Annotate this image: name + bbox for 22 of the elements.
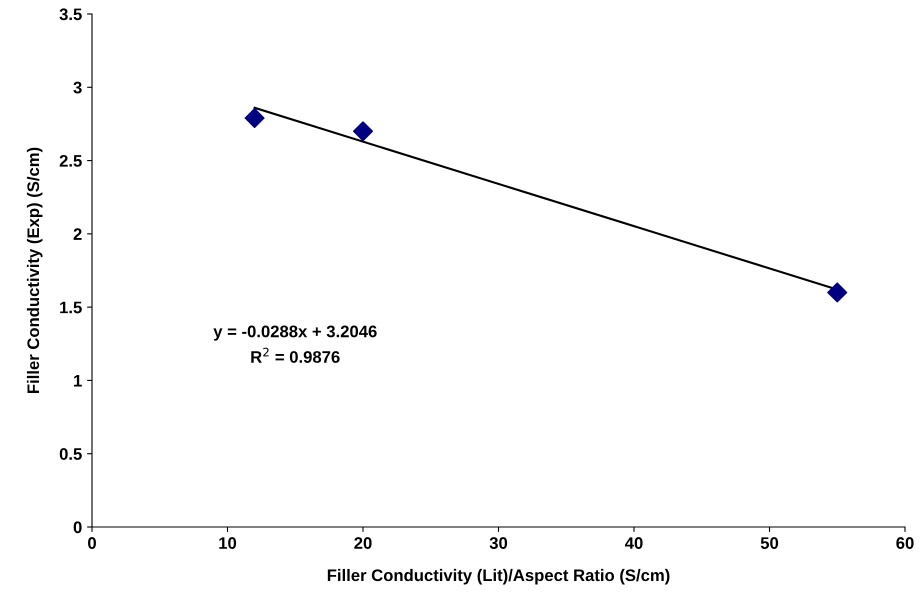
y-tick-label: 3.5 xyxy=(59,8,82,20)
x-tick-label: 30 xyxy=(490,537,508,549)
annotation: y = -0.0288x + 3.2046 xyxy=(213,326,377,341)
x-axis-title: Filler Conductivity (Lit)/Aspect Ratio (S/cm) xyxy=(328,568,670,584)
x-tick-label: 40 xyxy=(624,537,643,549)
x-tick-label: 60 xyxy=(896,537,914,549)
x-tick-label: 0 xyxy=(88,537,96,549)
y-tick-label: 3 xyxy=(73,82,82,94)
y-axis-title: Filler Conductivity (Exp) (S/cm) xyxy=(26,148,42,394)
x-tick-label: 50 xyxy=(760,537,778,549)
y-tick-label: 2.5 xyxy=(60,154,82,167)
y-tick-label: 1.5 xyxy=(60,302,82,314)
y-tick-label: 2 xyxy=(74,228,82,240)
point xyxy=(827,282,848,302)
annotation: R$^{2}$ = 0.9876 xyxy=(251,348,340,363)
y-tick-label: 1 xyxy=(74,375,82,386)
point xyxy=(352,121,374,142)
y-tick-label: 0.5 xyxy=(60,448,82,460)
y-tick-label: 0 xyxy=(74,521,82,534)
x-tick-label: 20 xyxy=(354,537,372,549)
point xyxy=(244,108,265,128)
x-tick-label: 10 xyxy=(219,537,236,549)
